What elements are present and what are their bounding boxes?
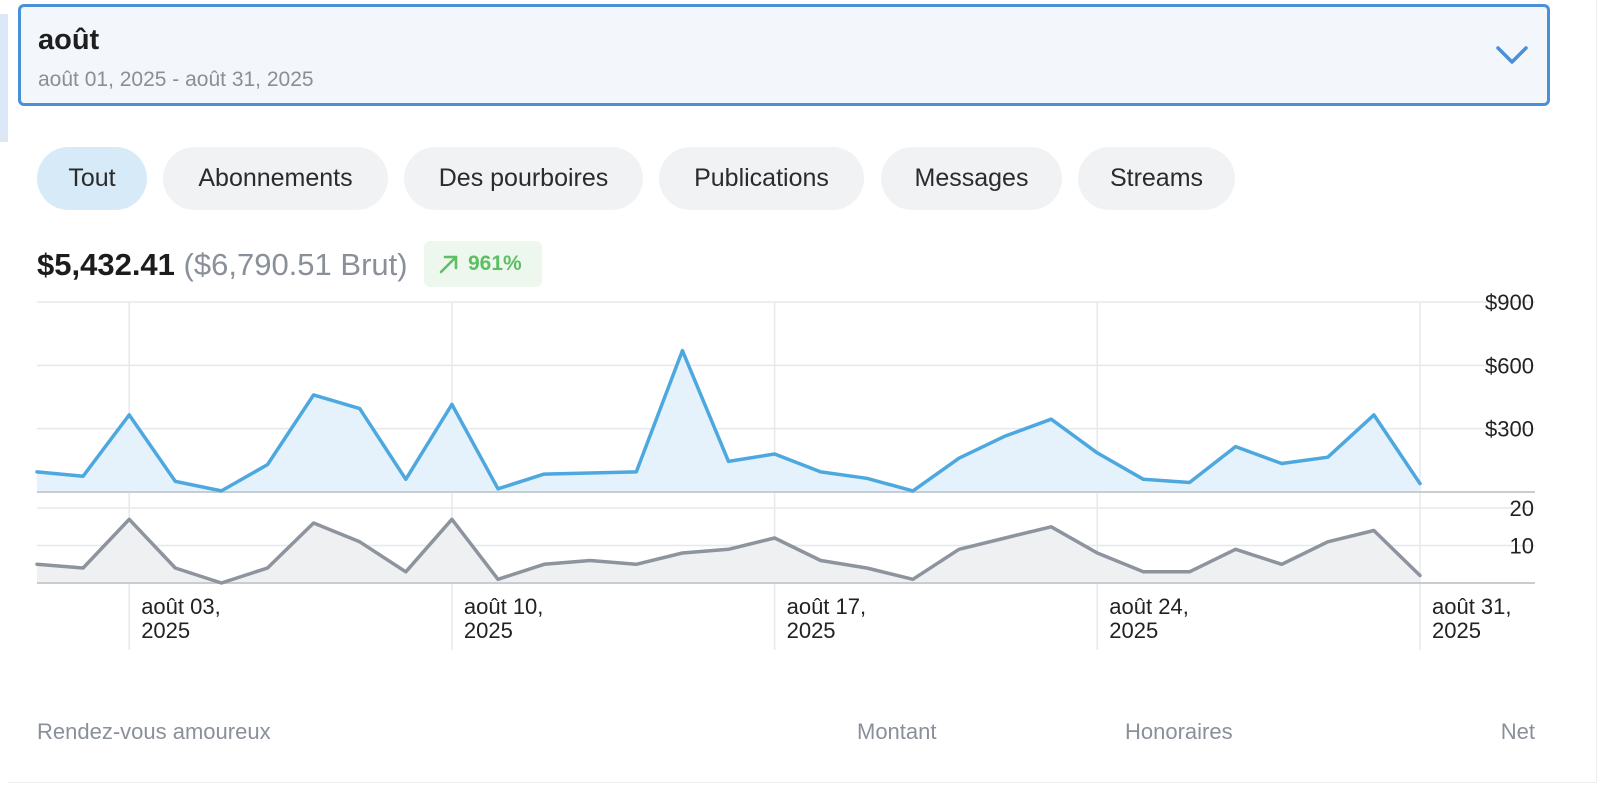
earnings-y-tick-label: $600 [1485,353,1534,378]
x-tick-label-year: 2025 [1109,618,1158,643]
x-tick-label-year: 2025 [787,618,836,643]
x-tick-label: août 24, [1109,594,1189,619]
x-tick-label-year: 2025 [1432,618,1481,643]
chevron-down-icon [1496,46,1528,64]
tab-des-pourboires[interactable]: Des pourboires [404,147,643,210]
trend-up-icon [439,255,458,274]
earnings-panel [8,0,1597,783]
change-badge: 961% [424,241,542,287]
tab-streams[interactable]: Streams [1078,147,1235,210]
x-tick-label: août 17, [787,594,867,619]
x-tick-label: août 10, [464,594,544,619]
net-amount: $5,432.41 [37,247,175,282]
count-y-tick-label: 10 [1510,534,1534,559]
period-range: août 01, 2025 - août 31, 2025 [38,68,314,91]
x-tick-label: août 31, [1432,594,1512,619]
tab-publications[interactable]: Publications [659,147,864,210]
x-tick-label: août 03, [141,594,221,619]
gross-amount: ($6,790.51 Brut) [183,247,408,282]
table-header-amount: Montant [857,719,937,744]
period-select[interactable]: août août 01, 2025 - août 31, 2025 [18,4,1550,106]
count-area [37,519,1420,583]
earnings-y-tick-label: $900 [1485,290,1534,315]
earnings-y-tick-label: $300 [1485,417,1534,442]
tab-messages[interactable]: Messages [881,147,1062,210]
x-tick-label-year: 2025 [141,618,190,643]
tab-tout[interactable]: Tout [37,147,147,210]
tab-abonnements[interactable]: Abonnements [163,147,388,210]
table-header-date: Rendez-vous amoureux [37,719,271,744]
table-header-net: Net [1500,719,1535,744]
period-title: août [38,24,100,56]
earnings-total: $5,432.41 ($6,790.51 Brut) [37,246,408,284]
count-y-tick-label: 20 [1510,496,1534,521]
left-edge-strip [0,14,8,142]
earnings-area [37,350,1420,492]
x-tick-label-year: 2025 [464,618,513,643]
table-header-fees: Honoraires [1125,719,1233,744]
change-percent: 961% [468,252,522,275]
